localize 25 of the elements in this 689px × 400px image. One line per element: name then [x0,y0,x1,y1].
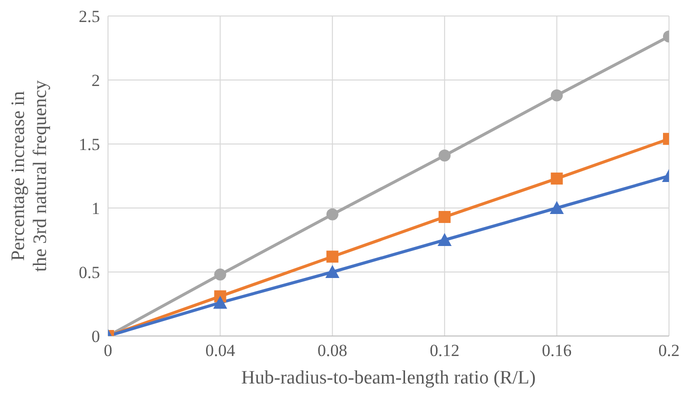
point [326,208,338,220]
point [326,250,338,263]
y-tick-label: 0.5 [78,263,100,282]
y-tick-label: 2.5 [78,7,100,26]
point [438,150,451,162]
point [438,233,452,246]
x-tick-label: 0.16 [542,341,572,360]
point [550,89,563,102]
y-tick-label: 0 [92,327,100,346]
point [438,210,451,223]
x-axis-title: Hub-radius-to-beam-length ratio (R/L) [241,367,536,388]
x-tick-label: 0.08 [318,341,348,360]
y-tick-label: 1 [92,199,100,218]
point [550,201,564,214]
x-tick-label: 0.12 [430,341,460,360]
y-axis-title: Percentage increase in the 3rd natural frequency [8,80,51,272]
y-tick-label: 1.5 [78,135,100,154]
x-tick-label: 0 [104,341,112,360]
point [325,265,340,278]
x-tick-label: 0.2 [658,341,680,360]
point [213,296,228,309]
x-tick-label: 0.04 [205,341,236,360]
point [214,268,226,281]
y-tick-label: 2 [92,71,100,90]
point [550,172,563,185]
